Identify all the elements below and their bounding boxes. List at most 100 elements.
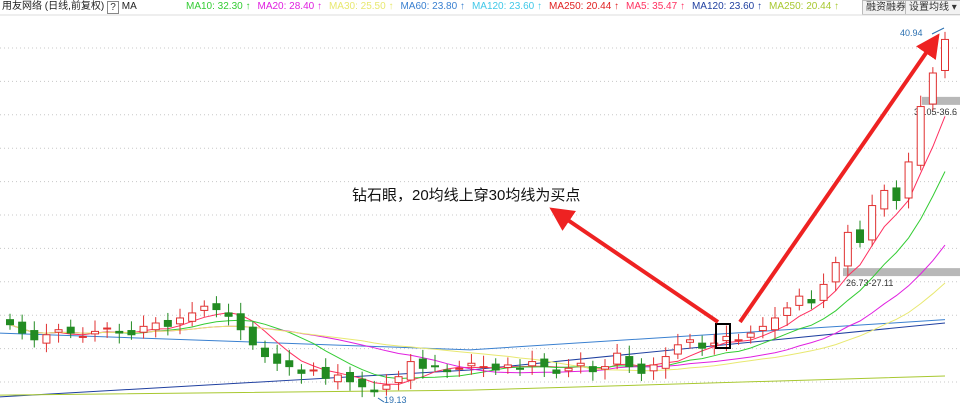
candle-body [212, 303, 221, 311]
candle-body [115, 330, 124, 334]
candle-body [418, 358, 427, 369]
legend-item: MA5: 35.47 ↑ [626, 1, 685, 12]
candle-body [843, 231, 852, 267]
candle-body [78, 335, 87, 338]
candle-body [758, 325, 767, 332]
candle-body [176, 317, 184, 325]
candle-body [406, 361, 415, 381]
candle-body [443, 369, 452, 373]
ma-legend: MA10: 32.30 ↑ MA20: 28.40 ↑ MA30: 25.50 ↑ M… [186, 0, 839, 14]
legend-item: MA250: 20.44 ↑ [769, 1, 840, 12]
candle-body [382, 384, 391, 390]
legend-item: MA120: 23.60 ↑ [691, 1, 762, 12]
candle-body [248, 326, 257, 346]
candle-body [892, 187, 901, 202]
candle-body [18, 321, 27, 334]
candle-body [637, 363, 646, 374]
ma-line-ma250 [0, 375, 946, 396]
candle-body [783, 307, 792, 316]
legend-item: MA250: 20.44 ↑ [548, 1, 620, 12]
candle-body [431, 365, 439, 368]
candle-body [42, 334, 51, 344]
candle-body [224, 312, 233, 317]
candle-body [200, 305, 209, 311]
candle-body [491, 363, 500, 371]
ma-line-ma60 [0, 319, 946, 351]
price-zone-label: 36.05-36.6 [914, 107, 957, 117]
candle-body [516, 367, 524, 370]
ma-line-ma10 [9, 171, 946, 380]
arrow-to-annotation [549, 207, 720, 324]
candle-body [601, 366, 609, 370]
candle-body [916, 106, 925, 166]
legend-item: MA30: 25.50 ↑ [328, 1, 394, 12]
candle-body [163, 319, 172, 327]
candle-body [856, 229, 864, 243]
candle-body [479, 366, 488, 369]
candle-body [576, 362, 585, 367]
candle-body [588, 366, 597, 373]
candle-body [868, 205, 877, 241]
candle-body [673, 344, 682, 355]
candle-body [795, 295, 804, 306]
candle-body [746, 332, 755, 338]
candle-body [819, 283, 828, 301]
candle-body [91, 330, 99, 335]
candle-body [710, 342, 719, 347]
arrow-to-high [738, 33, 940, 324]
candle-body [273, 353, 282, 364]
candle-body [103, 327, 112, 330]
candle-body [394, 376, 403, 384]
candle-body [188, 312, 197, 322]
annotation-text: 钻石眼，20均线上穿30均线为买点 [352, 187, 581, 204]
candle-body [333, 374, 342, 383]
candle-body [771, 317, 779, 331]
low-price-label: 19.13 [384, 395, 407, 405]
chart-title-group: 用友网络 (日线,前复权) ? MA [2, 0, 137, 14]
candle-body [467, 362, 476, 367]
candle-body [285, 360, 294, 368]
help-button[interactable]: ? [107, 0, 119, 14]
indicator-name: MA [121, 1, 137, 12]
candle-body [66, 326, 75, 334]
candle-body [321, 366, 330, 379]
candle-body [139, 325, 148, 333]
legend-item: MA10: 32.30 ↑ [186, 1, 251, 12]
candle-body [236, 313, 245, 331]
candle-body [734, 339, 743, 342]
candle-body [649, 364, 658, 372]
candle-body [127, 330, 136, 336]
candle-body [151, 322, 160, 331]
chart-title: 用友网络 (日线,前复权) [2, 1, 105, 12]
candle-body [54, 329, 63, 333]
candle-body [261, 347, 269, 358]
signal-box [715, 323, 731, 349]
candle-body [528, 361, 537, 367]
candle-body [807, 299, 816, 304]
low-pointer [377, 397, 385, 403]
candle-body [552, 369, 561, 374]
candle-body [346, 371, 354, 383]
candle-body [309, 369, 318, 372]
candle-body [831, 262, 840, 283]
candle-body [686, 339, 694, 343]
ma-line-ma5 [9, 116, 946, 385]
candle-body [297, 369, 306, 374]
candle-body [722, 335, 731, 342]
candle-body [661, 356, 670, 369]
candle-body [455, 367, 464, 370]
candle-body [358, 378, 367, 388]
price-zone-band [922, 96, 960, 105]
candle-body [540, 358, 549, 368]
price-zone-label: 26.73-27.11 [846, 278, 893, 288]
high-pointer [931, 27, 945, 35]
candle-body [503, 364, 512, 368]
candle-body [698, 342, 707, 349]
candle-body [928, 72, 937, 105]
high-price-label: 40.94 [900, 28, 923, 38]
ma-line-ma30 [9, 282, 946, 372]
candle-body [625, 356, 634, 368]
legend-item: MA60: 23.80 ↑ [400, 1, 465, 12]
